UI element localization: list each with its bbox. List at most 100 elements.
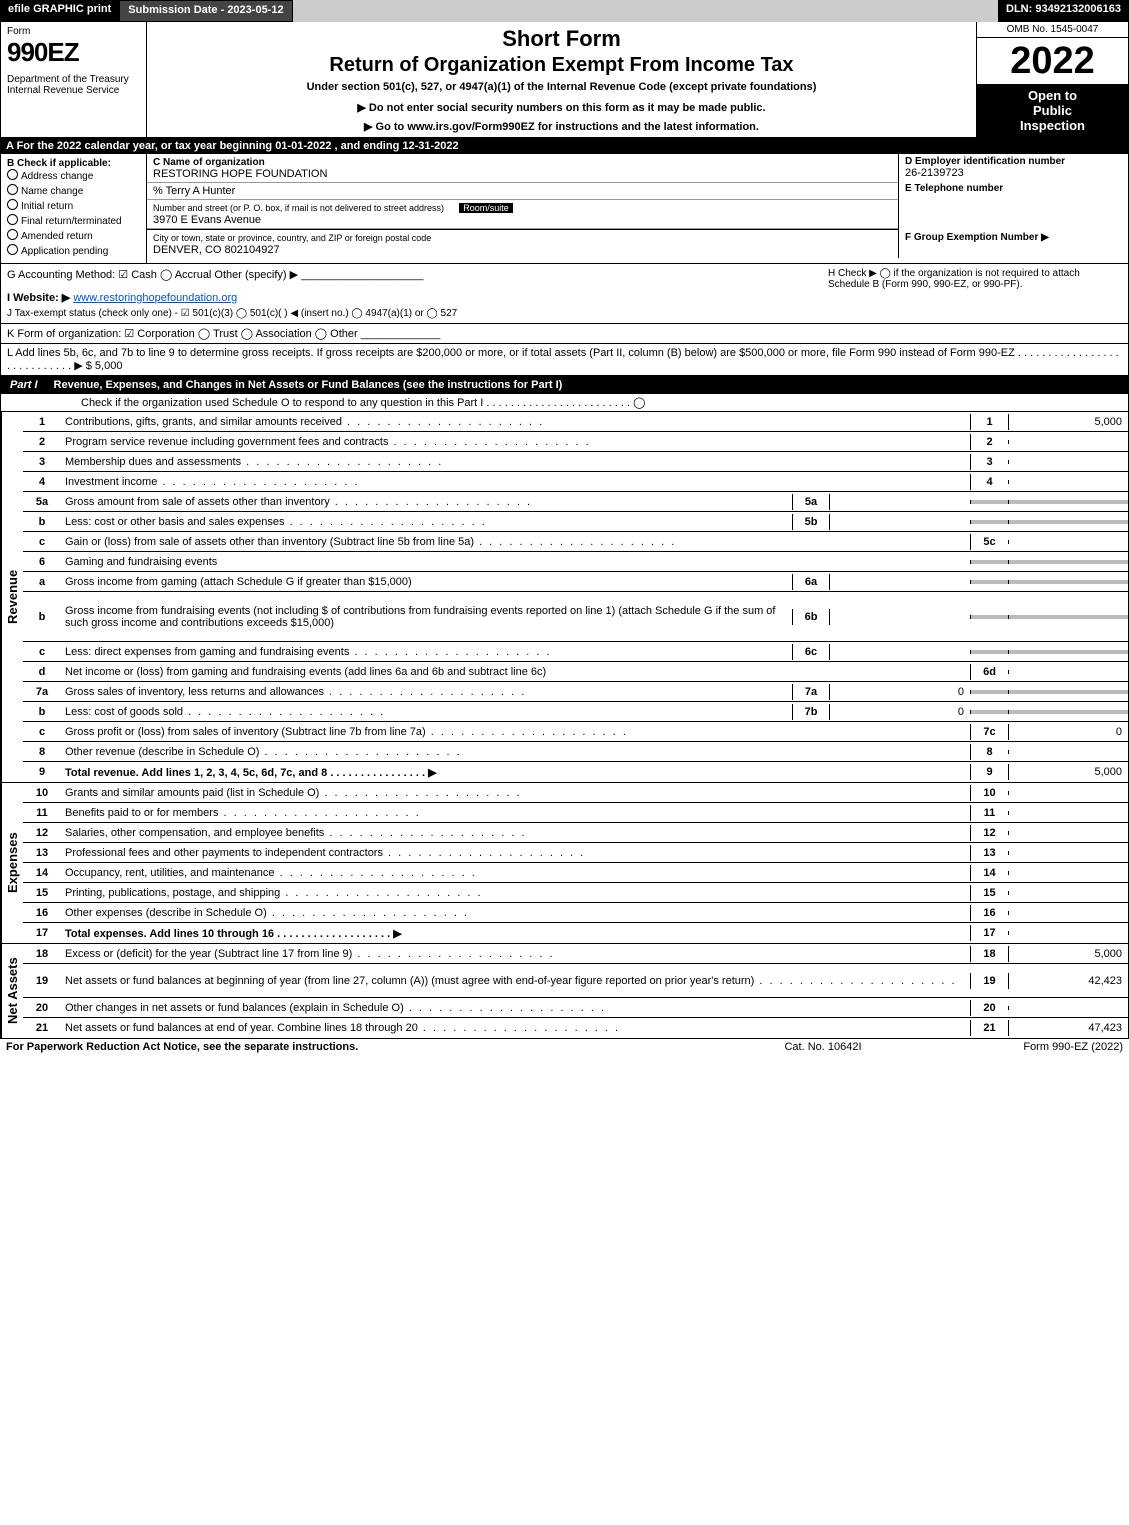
check-initial-return[interactable]: Initial return bbox=[7, 199, 140, 212]
room-label: Room/suite bbox=[459, 203, 513, 213]
part1-title: Revenue, Expenses, and Changes in Net As… bbox=[48, 376, 1129, 394]
line-4-desc: Investment income bbox=[61, 474, 970, 490]
part1-header: Part I Revenue, Expenses, and Changes in… bbox=[0, 376, 1129, 394]
section-c-name: C Name of organizationRESTORING HOPE FOU… bbox=[147, 154, 898, 230]
section-d: D Employer identification number 26-2139… bbox=[898, 154, 1128, 230]
masthead-right: OMB No. 1545-0047 2022 Open to Public In… bbox=[976, 22, 1128, 137]
section-b-label: B Check if applicable: bbox=[7, 158, 140, 169]
footer: For Paperwork Reduction Act Notice, see … bbox=[0, 1039, 1129, 1055]
form-number: 990EZ bbox=[7, 37, 140, 68]
line-5b-value bbox=[830, 520, 970, 524]
line-6b-desc: Gross income from fundraising events (no… bbox=[61, 603, 792, 631]
section-l: L Add lines 5b, 6c, and 7b to line 9 to … bbox=[0, 344, 1129, 376]
line-20-desc: Other changes in net assets or fund bala… bbox=[61, 1000, 970, 1016]
line-5c-desc: Gain or (loss) from sale of assets other… bbox=[61, 534, 970, 550]
efile-label: efile GRAPHIC print bbox=[0, 0, 119, 22]
line-7a-value: 0 bbox=[830, 684, 970, 700]
line-9-desc: Total revenue. Add lines 1, 2, 3, 4, 5c,… bbox=[61, 764, 970, 781]
line-15-desc: Printing, publications, postage, and shi… bbox=[61, 885, 970, 901]
masthead-center: Short Form Return of Organization Exempt… bbox=[147, 22, 976, 137]
line-19-value: 42,423 bbox=[1008, 973, 1128, 989]
header-spacer bbox=[293, 0, 998, 22]
line-4-value bbox=[1008, 480, 1128, 484]
line-7b-value: 0 bbox=[830, 704, 970, 720]
line-9-value: 5,000 bbox=[1008, 764, 1128, 780]
org-name: RESTORING HOPE FOUNDATION bbox=[153, 168, 327, 180]
line-8-value bbox=[1008, 750, 1128, 754]
footer-right: Form 990-EZ (2022) bbox=[923, 1041, 1123, 1053]
line-11-desc: Benefits paid to or for members bbox=[61, 805, 970, 821]
website-label: I Website: ▶ bbox=[7, 292, 70, 304]
org-name-label: C Name of organization bbox=[153, 157, 265, 168]
line-5a-value bbox=[830, 500, 970, 504]
line-19-desc: Net assets or fund balances at beginning… bbox=[61, 973, 970, 989]
line-3-desc: Membership dues and assessments bbox=[61, 454, 970, 470]
line-7a-desc: Gross sales of inventory, less returns a… bbox=[61, 684, 792, 700]
care-of: % Terry A Hunter bbox=[147, 183, 898, 200]
sections-gh: G Accounting Method: ☑ Cash ◯ Accrual Ot… bbox=[0, 264, 1129, 324]
line-15-value bbox=[1008, 891, 1128, 895]
tax-year: 2022 bbox=[977, 38, 1128, 84]
line-6d-value bbox=[1008, 670, 1128, 674]
city-label: City or town, state or province, country… bbox=[153, 233, 431, 243]
expenses-vertical-label: Expenses bbox=[1, 783, 23, 943]
check-application-pending[interactable]: Application pending bbox=[7, 244, 140, 257]
line-1-desc: Contributions, gifts, grants, and simila… bbox=[61, 414, 970, 430]
line-17-value bbox=[1008, 931, 1128, 935]
line-13-desc: Professional fees and other payments to … bbox=[61, 845, 970, 861]
line-6-desc: Gaming and fundraising events bbox=[61, 554, 970, 570]
line-10-value bbox=[1008, 791, 1128, 795]
line-12-value bbox=[1008, 831, 1128, 835]
under-section: Under section 501(c), 527, or 4947(a)(1)… bbox=[151, 81, 972, 93]
footer-center: Cat. No. 10642I bbox=[723, 1041, 923, 1053]
department: Department of the Treasury Internal Reve… bbox=[7, 74, 140, 96]
line-20-value bbox=[1008, 1006, 1128, 1010]
website-link[interactable]: www.restoringhopefoundation.org bbox=[73, 292, 237, 304]
line-8-desc: Other revenue (describe in Schedule O) bbox=[61, 744, 970, 760]
group-exemption-label: F Group Exemption Number ▶ bbox=[905, 232, 1122, 243]
part1-label: Part I bbox=[0, 376, 48, 394]
revenue-table: Revenue 1Contributions, gifts, grants, a… bbox=[0, 412, 1129, 783]
line-21-desc: Net assets or fund balances at end of ye… bbox=[61, 1020, 970, 1036]
line-21-value: 47,423 bbox=[1008, 1020, 1128, 1036]
line-6d-desc: Net income or (loss) from gaming and fun… bbox=[61, 664, 970, 680]
ein-value: 26-2139723 bbox=[905, 167, 1122, 179]
masthead: Form 990EZ Department of the Treasury In… bbox=[0, 22, 1129, 138]
sections-bcd: B Check if applicable: Address change Na… bbox=[0, 154, 1129, 264]
netassets-table: Net Assets 18Excess or (deficit) for the… bbox=[0, 944, 1129, 1039]
goto-link[interactable]: ▶ Go to www.irs.gov/Form990EZ for instru… bbox=[151, 120, 972, 133]
check-address-change[interactable]: Address change bbox=[7, 169, 140, 182]
line-16-desc: Other expenses (describe in Schedule O) bbox=[61, 905, 970, 921]
line-5b-desc: Less: cost or other basis and sales expe… bbox=[61, 514, 792, 530]
section-a: A For the 2022 calendar year, or tax yea… bbox=[0, 138, 1129, 154]
part1-check: Check if the organization used Schedule … bbox=[0, 394, 1129, 412]
short-form-title: Short Form bbox=[151, 26, 972, 52]
line-14-value bbox=[1008, 871, 1128, 875]
sections-cd-wrap: C Name of organizationRESTORING HOPE FOU… bbox=[147, 154, 1128, 263]
line-6a-value bbox=[830, 580, 970, 584]
ssn-note: ▶ Do not enter social security numbers o… bbox=[151, 101, 972, 114]
form-word: Form bbox=[7, 26, 140, 37]
omb-number: OMB No. 1545-0047 bbox=[977, 22, 1128, 38]
line-6b-value bbox=[830, 615, 970, 619]
dln-label: DLN: 93492132006163 bbox=[998, 0, 1129, 22]
submission-date: Submission Date - 2023-05-12 bbox=[119, 0, 292, 22]
line-3-value bbox=[1008, 460, 1128, 464]
section-k: K Form of organization: ☑ Corporation ◯ … bbox=[0, 324, 1129, 344]
check-amended-return[interactable]: Amended return bbox=[7, 229, 140, 242]
top-bar: efile GRAPHIC print Submission Date - 20… bbox=[0, 0, 1129, 22]
section-j: J Tax-exempt status (check only one) - ☑… bbox=[7, 308, 822, 319]
line-7c-value: 0 bbox=[1008, 724, 1128, 740]
check-name-change[interactable]: Name change bbox=[7, 184, 140, 197]
inspection-badge: Open to Public Inspection bbox=[977, 84, 1128, 137]
check-final-return[interactable]: Final return/terminated bbox=[7, 214, 140, 227]
section-b: B Check if applicable: Address change Na… bbox=[1, 154, 147, 263]
return-title: Return of Organization Exempt From Incom… bbox=[151, 54, 972, 77]
expenses-table: Expenses 10Grants and similar amounts pa… bbox=[0, 783, 1129, 944]
masthead-left: Form 990EZ Department of the Treasury In… bbox=[1, 22, 147, 137]
line-5a-desc: Gross amount from sale of assets other t… bbox=[61, 494, 792, 510]
line-17-desc: Total expenses. Add lines 10 through 16 … bbox=[61, 925, 970, 942]
section-c-city: City or town, state or province, country… bbox=[147, 230, 898, 258]
netassets-vertical-label: Net Assets bbox=[1, 944, 23, 1038]
line-14-desc: Occupancy, rent, utilities, and maintena… bbox=[61, 865, 970, 881]
